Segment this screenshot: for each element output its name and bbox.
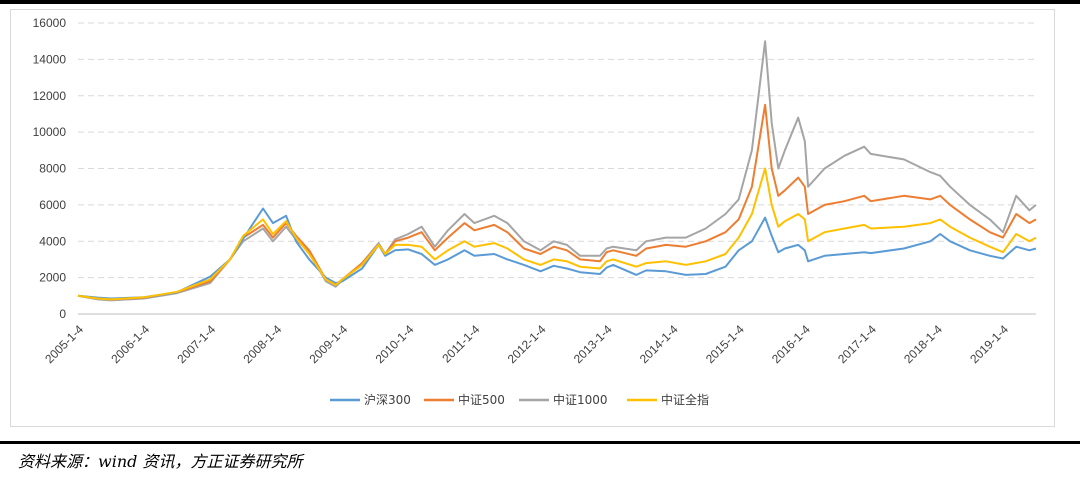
x-tick-label: 2016-1-4 (769, 322, 813, 366)
x-tick-label: 2006-1-4 (108, 322, 152, 366)
bottom-rule (0, 441, 1080, 444)
chart-frame (10, 9, 1055, 427)
y-tick-label: 16000 (33, 16, 67, 30)
x-tick-label: 2013-1-4 (571, 322, 615, 366)
top-rule (0, 0, 1080, 4)
x-tick-label: 2009-1-4 (307, 322, 351, 366)
y-tick-label: 14000 (33, 52, 67, 66)
x-tick-label: 2008-1-4 (240, 322, 284, 366)
y-tick-label: 0 (59, 307, 66, 321)
legend-label: 中证1000 (553, 392, 608, 407)
y-tick-label: 2000 (39, 271, 66, 285)
y-tick-label: 8000 (39, 162, 66, 176)
x-tick-label: 2018-1-4 (901, 322, 945, 366)
series-line (77, 167, 1037, 301)
y-tick-label: 6000 (39, 198, 66, 212)
legend-label: 中证500 (458, 392, 505, 407)
x-tick-label: 2019-1-4 (967, 322, 1011, 366)
legend-label: 沪深300 (364, 393, 411, 407)
x-tick-label: 2015-1-4 (703, 322, 747, 366)
series-line (77, 40, 1037, 302)
x-tick-label: 2011-1-4 (439, 322, 482, 365)
source-note: 资料来源：wind 资讯，方正证券研究所 (18, 452, 303, 471)
x-tick-label: 2010-1-4 (373, 322, 417, 366)
x-tick-label: 2005-1-4 (42, 322, 86, 366)
series-line (77, 207, 1037, 300)
y-tick-label: 10000 (33, 125, 67, 139)
x-tick-label: 2017-1-4 (835, 322, 879, 366)
y-tick-label: 12000 (33, 89, 67, 103)
x-tick-label: 2007-1-4 (174, 322, 218, 366)
x-tick-label: 2014-1-4 (637, 322, 681, 366)
x-tick-label: 2012-1-4 (505, 322, 549, 366)
y-tick-label: 4000 (39, 234, 66, 248)
legend-label: 中证全指 (661, 392, 709, 407)
